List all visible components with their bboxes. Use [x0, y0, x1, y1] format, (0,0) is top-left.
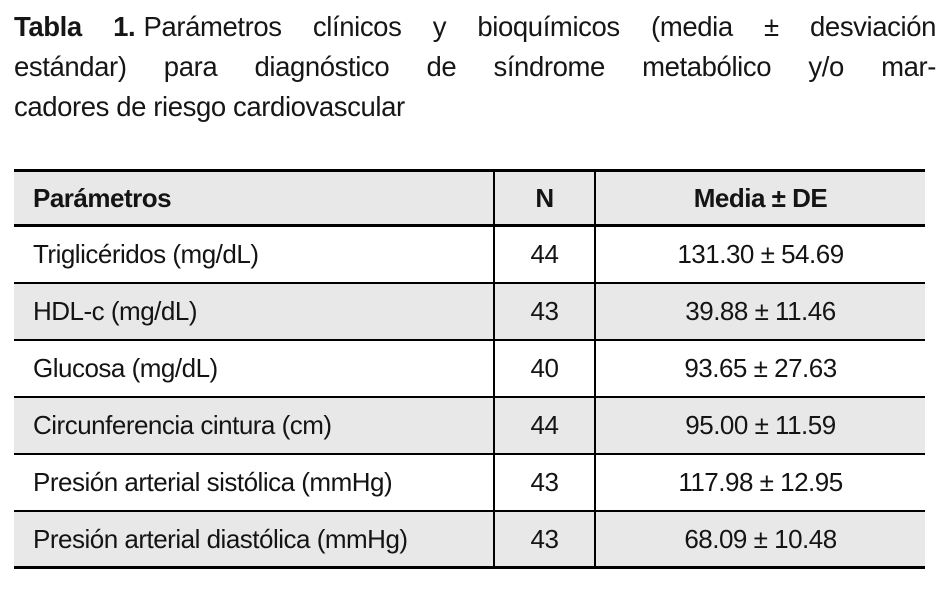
- header-media-de: Media ± DE: [693, 182, 828, 213]
- table-row: Presión arterial diastólica (mmHg) 43 68…: [14, 512, 925, 569]
- caption-table-label: Tabla 1.: [14, 11, 136, 42]
- table-row: Presión arterial sistólica (mmHg) 43 117…: [14, 455, 925, 512]
- table-row: Triglicéridos (mg/dL) 44 131.30 ± 54.69: [14, 227, 925, 284]
- row-media: 131.30 ± 54.69: [677, 239, 844, 269]
- table-row: HDL-c (mg/dL) 43 39.88 ± 11.46: [14, 284, 925, 341]
- row-media: 68.09 ± 10.48: [684, 523, 837, 554]
- row-param: Circunferencia cintura (cm): [33, 410, 332, 440]
- row-n: 43: [493, 455, 596, 510]
- row-param: Triglicéridos (mg/dL): [33, 239, 259, 269]
- row-param: HDL-c (mg/dL): [33, 296, 197, 326]
- row-media: 117.98 ± 12.95: [678, 467, 843, 497]
- row-n: 43: [493, 512, 596, 566]
- row-param: Presión arterial sistólica (mmHg): [33, 467, 393, 497]
- row-n: 40: [493, 341, 596, 396]
- row-n: 43: [493, 284, 596, 339]
- table-row: Circunferencia cintura (cm) 44 95.00 ± 1…: [14, 398, 925, 455]
- row-param: Glucosa (mg/dL): [33, 353, 218, 383]
- caption-line-1: Tabla 1. Parámetros clínicos y bioquímico…: [14, 7, 936, 47]
- row-media: 93.65 ± 27.63: [684, 353, 837, 383]
- row-media: 95.00 ± 11.59: [685, 410, 836, 440]
- table-row: Glucosa (mg/dL) 40 93.65 ± 27.63: [14, 341, 925, 398]
- row-n: 44: [493, 398, 596, 453]
- caption-line-1-text: Parámetros clínicos y bioquímicos (media…: [143, 11, 936, 42]
- caption-line-3: cadores de riesgo cardiovascular: [14, 91, 405, 122]
- row-n: 44: [493, 227, 596, 282]
- row-param: Presión arterial diastólica (mmHg): [33, 523, 408, 554]
- data-table: Parámetros N Media ± DE Triglicéridos (m…: [14, 169, 925, 569]
- table-header-row: Parámetros N Media ± DE: [14, 169, 925, 227]
- header-parametros: Parámetros: [33, 182, 172, 213]
- header-n: N: [493, 172, 596, 224]
- table-caption: Tabla 1. Parámetros clínicos y bioquímico…: [14, 7, 936, 127]
- row-media: 39.88 ± 11.46: [685, 296, 836, 326]
- caption-line-2: estándar) para diagnóstico de síndrome m…: [14, 51, 936, 82]
